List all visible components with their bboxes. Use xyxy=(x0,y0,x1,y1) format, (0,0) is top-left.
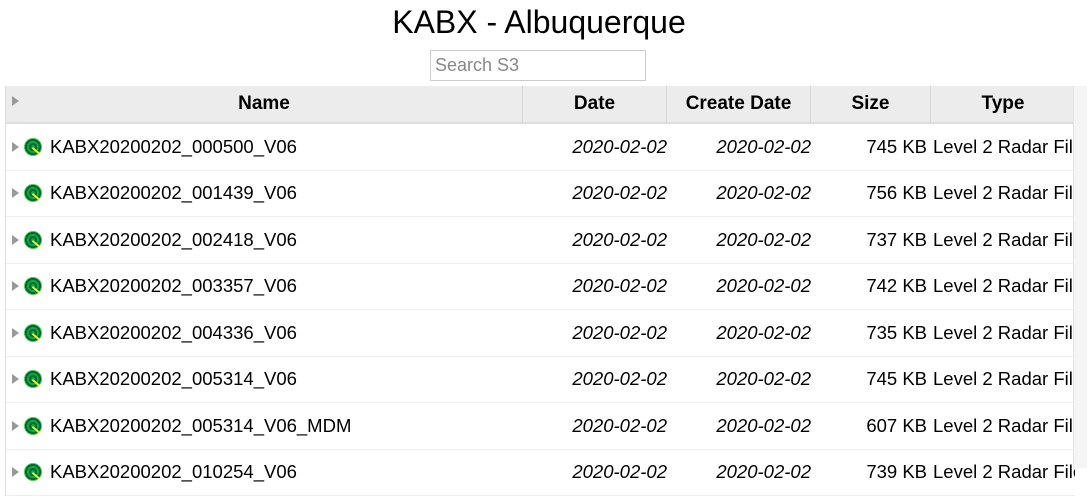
table-row[interactable]: KABX20200202_005314_V06 2020-02-02 2020-… xyxy=(6,357,1075,404)
table-row[interactable]: KABX20200202_010254_V06 2020-02-02 2020-… xyxy=(6,450,1075,496)
name-cell: KABX20200202_002418_V06 xyxy=(6,229,523,251)
name-cell: KABX20200202_001439_V06 xyxy=(6,182,523,204)
type-cell: Level 2 Radar File xyxy=(931,461,1075,483)
radar-file-icon xyxy=(24,417,42,435)
radar-file-icon xyxy=(24,463,42,481)
name-cell: KABX20200202_005314_V06_MDM xyxy=(6,415,523,437)
type-cell: Level 2 Radar File xyxy=(931,182,1075,204)
file-name: KABX20200202_004336_V06 xyxy=(50,322,297,344)
file-name: KABX20200202_001439_V06 xyxy=(50,182,297,204)
expand-row-icon[interactable] xyxy=(12,142,19,152)
page-title: KABX - Albuquerque xyxy=(0,4,1078,41)
column-label: Name xyxy=(238,93,290,115)
radar-file-icon xyxy=(24,324,42,342)
table-row[interactable]: KABX20200202_002418_V06 2020-02-02 2020-… xyxy=(6,217,1075,264)
type-cell: Level 2 Radar File xyxy=(931,229,1075,251)
table-row[interactable]: KABX20200202_003357_V06 2020-02-02 2020-… xyxy=(6,264,1075,311)
create-date-cell: 2020-02-02 xyxy=(667,229,811,251)
size-cell: 742 KB xyxy=(811,275,931,297)
expand-row-icon[interactable] xyxy=(12,421,19,431)
file-name: KABX20200202_000500_V06 xyxy=(50,136,297,158)
type-cell: Level 2 Radar File xyxy=(931,275,1075,297)
create-date-cell: 2020-02-02 xyxy=(667,322,811,344)
type-cell: Level 2 Radar File xyxy=(931,415,1075,437)
table-header: Name Date Create Date Size Type xyxy=(6,86,1075,124)
date-cell: 2020-02-02 xyxy=(523,461,667,483)
expand-row-icon[interactable] xyxy=(12,281,19,291)
size-cell: 745 KB xyxy=(811,136,931,158)
date-cell: 2020-02-02 xyxy=(523,136,667,158)
expand-row-icon[interactable] xyxy=(12,374,19,384)
file-name: KABX20200202_003357_V06 xyxy=(50,275,297,297)
size-cell: 607 KB xyxy=(811,415,931,437)
table-row[interactable]: KABX20200202_004336_V06 2020-02-02 2020-… xyxy=(6,310,1075,357)
size-cell: 737 KB xyxy=(811,229,931,251)
date-cell: 2020-02-02 xyxy=(523,415,667,437)
date-cell: 2020-02-02 xyxy=(523,368,667,390)
size-cell: 739 KB xyxy=(811,461,931,483)
name-cell: KABX20200202_004336_V06 xyxy=(6,322,523,344)
date-cell: 2020-02-02 xyxy=(523,275,667,297)
size-cell: 745 KB xyxy=(811,368,931,390)
create-date-cell: 2020-02-02 xyxy=(667,461,811,483)
column-header-size[interactable]: Size xyxy=(811,86,931,122)
type-cell: Level 2 Radar File xyxy=(931,368,1075,390)
create-date-cell: 2020-02-02 xyxy=(667,275,811,297)
file-name: KABX20200202_002418_V06 xyxy=(50,229,297,251)
radar-file-icon xyxy=(24,370,42,388)
table-row[interactable]: KABX20200202_001439_V06 2020-02-02 2020-… xyxy=(6,171,1075,218)
column-header-date[interactable]: Date xyxy=(523,86,667,122)
create-date-cell: 2020-02-02 xyxy=(667,368,811,390)
name-cell: KABX20200202_005314_V06 xyxy=(6,368,523,390)
search-input[interactable] xyxy=(430,50,646,81)
radar-file-icon xyxy=(24,277,42,295)
table-row[interactable]: KABX20200202_005314_V06_MDM 2020-02-02 2… xyxy=(6,403,1075,450)
radar-file-icon xyxy=(24,231,42,249)
size-cell: 756 KB xyxy=(811,182,931,204)
create-date-cell: 2020-02-02 xyxy=(667,182,811,204)
expand-all-icon[interactable] xyxy=(12,96,19,106)
column-header-name[interactable]: Name xyxy=(6,86,523,122)
expand-row-icon[interactable] xyxy=(12,235,19,245)
file-table: Name Date Create Date Size Type KABX2020… xyxy=(5,86,1075,496)
type-cell: Level 2 Radar File xyxy=(931,136,1075,158)
scrollbar[interactable] xyxy=(1073,86,1087,468)
file-name: KABX20200202_005314_V06 xyxy=(50,368,297,390)
date-cell: 2020-02-02 xyxy=(523,322,667,344)
date-cell: 2020-02-02 xyxy=(523,182,667,204)
name-cell: KABX20200202_010254_V06 xyxy=(6,461,523,483)
radar-file-icon xyxy=(24,138,42,156)
table-row[interactable]: KABX20200202_000500_V06 2020-02-02 2020-… xyxy=(6,124,1075,171)
file-name: KABX20200202_005314_V06_MDM xyxy=(50,415,351,437)
date-cell: 2020-02-02 xyxy=(523,229,667,251)
expand-row-icon[interactable] xyxy=(12,467,19,477)
file-name: KABX20200202_010254_V06 xyxy=(50,461,297,483)
size-cell: 735 KB xyxy=(811,322,931,344)
name-cell: KABX20200202_003357_V06 xyxy=(6,275,523,297)
create-date-cell: 2020-02-02 xyxy=(667,415,811,437)
column-header-create-date[interactable]: Create Date xyxy=(667,86,811,122)
column-header-type[interactable]: Type xyxy=(931,86,1075,122)
expand-row-icon[interactable] xyxy=(12,188,19,198)
expand-row-icon[interactable] xyxy=(12,328,19,338)
radar-file-icon xyxy=(24,184,42,202)
type-cell: Level 2 Radar File xyxy=(931,322,1075,344)
name-cell: KABX20200202_000500_V06 xyxy=(6,136,523,158)
create-date-cell: 2020-02-02 xyxy=(667,136,811,158)
